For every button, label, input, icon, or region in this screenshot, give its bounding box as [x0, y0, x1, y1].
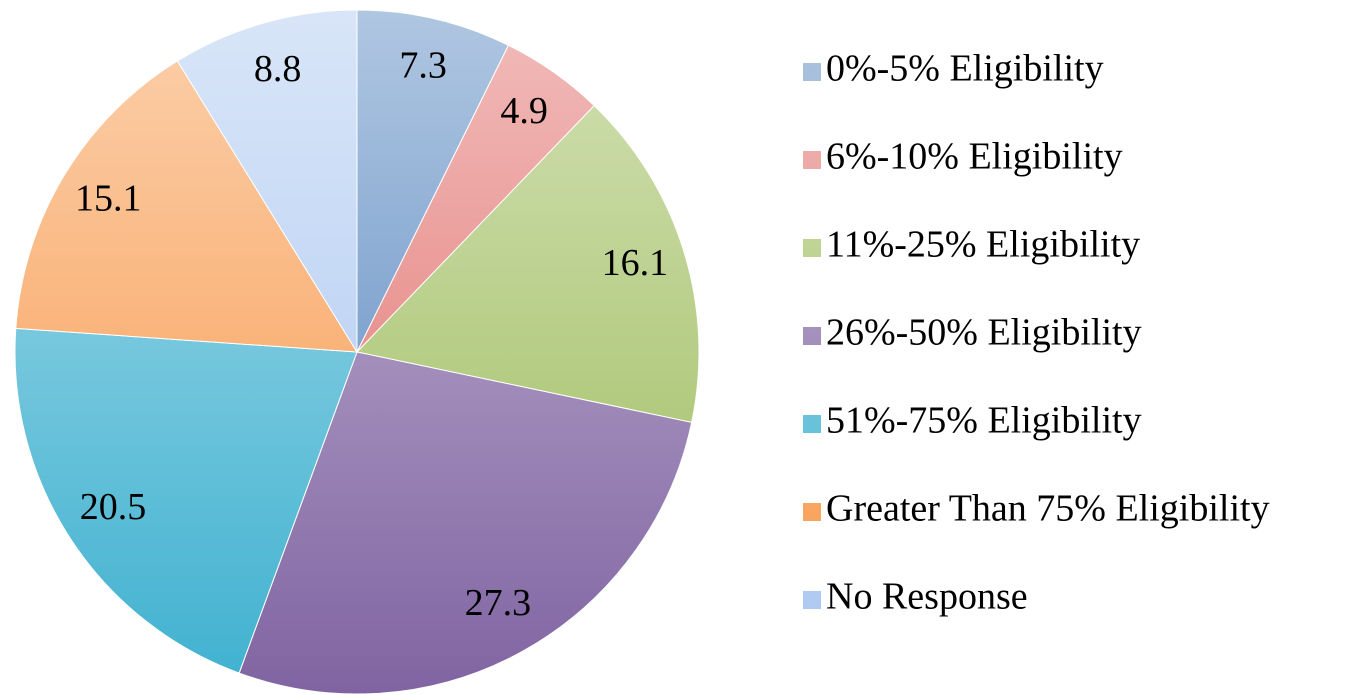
pie-slice — [356, 9, 510, 353]
legend-swatch — [803, 415, 821, 433]
legend-label: No Response — [826, 576, 1028, 618]
data-label: 16.1 — [602, 242, 669, 284]
legend-label: 51%-75% Eligibility — [826, 400, 1142, 442]
data-labels: 7.3 4.9 16.1 27.3 20.5 15.1 8.8 — [75, 45, 668, 624]
pie — [14, 9, 700, 694]
data-label: 27.3 — [465, 582, 532, 624]
legend-swatch — [803, 591, 821, 609]
data-label: 20.5 — [80, 486, 147, 528]
data-label: 7.3 — [399, 45, 447, 87]
legend-swatch — [803, 503, 821, 521]
legend-swatch — [803, 239, 821, 257]
legend-label: Greater Than 75% Eligibility — [826, 488, 1270, 530]
data-label: 8.8 — [254, 48, 302, 90]
legend-swatch — [803, 63, 821, 81]
legend-swatch — [803, 151, 821, 169]
legend-label: 11%-25% Eligibility — [826, 224, 1140, 266]
legend-label: 0%-5% Eligibility — [826, 48, 1104, 90]
data-label: 4.9 — [500, 90, 548, 132]
legend-label: 26%-50% Eligibility — [826, 312, 1142, 354]
pie-slice — [238, 351, 693, 694]
data-label: 15.1 — [75, 177, 142, 219]
pie-slice — [14, 327, 358, 674]
pie-slice — [356, 104, 700, 423]
legend: 0%-5% Eligibility 6%-10% Eligibility 11%-2… — [803, 48, 1270, 618]
legend-swatch — [803, 327, 821, 345]
pie-slice — [176, 9, 358, 354]
pie-slice — [15, 60, 358, 353]
legend-label: 6%-10% Eligibility — [826, 136, 1123, 178]
